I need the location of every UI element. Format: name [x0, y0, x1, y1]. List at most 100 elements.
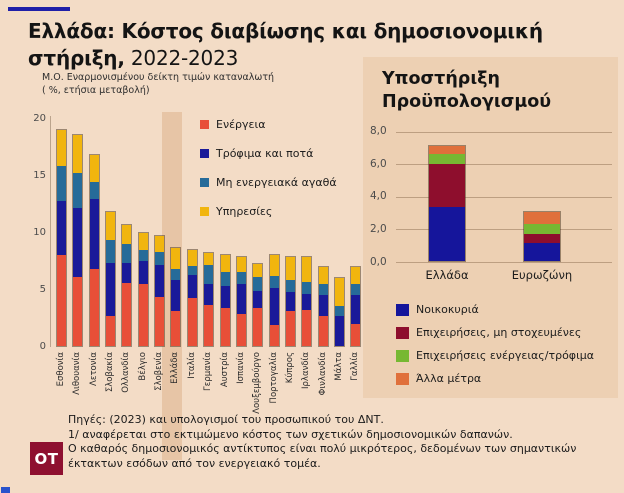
footer-line2: 1/ αναφέρεται στο εκτιμώμενο κόστος των …: [68, 427, 513, 441]
country-label: Ελλάδα: [170, 352, 181, 384]
budget-title-line2: Προϋπολογισμού: [382, 92, 552, 112]
Μη ενεργειακά αγαθά-swatch: [200, 178, 209, 187]
country-label: Ισπανία: [235, 352, 246, 384]
bar-segment: [318, 267, 328, 284]
bar-segment: [171, 247, 181, 269]
bar-segment: [89, 199, 99, 270]
country-label: Γερμανία: [203, 352, 214, 391]
bar-segment: [73, 134, 83, 174]
bar-segment: [220, 285, 230, 309]
country-label: Φινλανδία: [317, 352, 328, 396]
bar-segment: [334, 316, 344, 346]
legend-item: Επιχειρήσεις ενέργειας/τρόφιμα: [396, 349, 594, 362]
bar-segment: [524, 242, 560, 261]
bar-segment: [171, 280, 181, 312]
bar-Ιρλανδία: [301, 255, 313, 347]
country-label: Ιταλία: [186, 352, 197, 379]
bar-segment: [187, 274, 197, 298]
budget-gridline: [396, 196, 612, 198]
bar-segment: [106, 262, 116, 316]
bar-segment: [204, 283, 214, 305]
budget-panel-title: Υποστήριξη Προϋπολογισμού: [382, 68, 602, 114]
bar-segment: [302, 256, 312, 283]
bar-segment: [429, 207, 465, 261]
bar-segment: [187, 297, 197, 346]
bar-segment: [89, 269, 99, 346]
bar-segment: [285, 292, 295, 312]
main-y-tick: 0: [39, 340, 46, 352]
main-chart-y-axis: [50, 116, 51, 347]
bar-Ολλανδία: [121, 223, 133, 347]
bar-Εσθονία: [56, 129, 67, 347]
bar-segment: [302, 310, 312, 346]
bar-segment: [334, 306, 344, 317]
bar-segment: [269, 287, 279, 325]
bar-segment: [429, 146, 465, 154]
bar-segment: [57, 201, 66, 255]
budget-chart-legend: Νοικοκυριά Επιχειρήσεις, μη στοχευμένες Επ…: [396, 303, 594, 395]
title-line1: Ελλάδα: Κόστος διαβίωσης και δημοσιονομι…: [28, 19, 543, 43]
corner-mark: [1, 487, 10, 493]
bar-segment: [236, 283, 246, 314]
budget-category-label: Ελλάδα: [425, 268, 469, 282]
budget-y-tick: 6,0: [370, 157, 387, 170]
bar-segment: [73, 277, 83, 346]
main-y-tick: 15: [33, 169, 46, 181]
Νοικοκυριά-swatch: [396, 303, 409, 316]
budget-gridline: [396, 131, 612, 133]
bar-segment: [171, 268, 181, 281]
budget-bar-Ευρωζώνη: [523, 210, 561, 262]
bar-segment: [171, 311, 181, 346]
Άλλα μέτρα-swatch: [396, 372, 409, 385]
bar-segment: [138, 232, 148, 250]
legend-item: Ενέργεια: [200, 118, 337, 131]
bar-Λιθουανία: [72, 133, 84, 347]
bar-Σλοβακία: [105, 211, 117, 347]
bar-segment: [122, 224, 132, 244]
bar-segment: [236, 272, 246, 284]
country-label: Σλοβενία: [154, 352, 165, 391]
budget-y-tick: 0,0: [370, 255, 387, 268]
bar-segment: [155, 265, 165, 297]
bar-Πορτογαλία: [268, 253, 280, 347]
bar-segment: [106, 212, 116, 241]
bar-segment: [57, 166, 66, 202]
country-label: Λετονία: [88, 352, 99, 386]
country-label: Σλοβακία: [105, 352, 116, 393]
legend-label: Υπηρεσίες: [216, 205, 273, 218]
bar-segment: [187, 265, 197, 275]
bar-segment: [155, 236, 165, 252]
country-label: Γαλλία: [350, 352, 361, 381]
ot-logo-text: OT: [34, 449, 59, 468]
bar-Λετονία: [88, 154, 100, 347]
subtitle-line1: Μ.Ο. Εναρμονισμένου δείκτη τιμών καταναλ…: [42, 72, 275, 83]
bar-segment: [285, 256, 295, 281]
bar-segment: [253, 308, 263, 346]
bar-Βέλγιο: [137, 231, 149, 347]
legend-label: Τρόφιμα και ποτά: [216, 147, 314, 160]
budget-bar-Ελλάδα: [428, 145, 466, 262]
bar-segment: [73, 208, 83, 278]
bar-segment: [89, 182, 99, 200]
Ενέργεια-swatch: [200, 120, 209, 129]
bar-segment: [524, 224, 560, 235]
bar-segment: [269, 324, 279, 346]
bar-segment: [253, 263, 263, 277]
bar-segment: [318, 294, 328, 316]
bar-segment: [253, 291, 263, 309]
country-label: Πορτογαλία: [268, 352, 279, 404]
legend-label: Επιχειρήσεις ενέργειας/τρόφιμα: [416, 349, 595, 362]
legend-label: Μη ενεργειακά αγαθά: [216, 176, 337, 189]
main-y-tick: 5: [39, 283, 46, 295]
budget-y-tick: 4,0: [370, 190, 387, 203]
bar-segment: [73, 173, 83, 209]
footer-line1: Πηγές: (2023) και υπολογισμοί του προσωπ…: [68, 413, 384, 426]
bar-segment: [334, 278, 344, 307]
bar-segment: [318, 283, 328, 295]
bar-segment: [302, 282, 312, 294]
country-label: Ιρλανδία: [301, 352, 312, 389]
legend-item: Τρόφιμα και ποτά: [200, 147, 337, 160]
main-chart-subtitle: Μ.Ο. Εναρμονισμένου δείκτη τιμών καταναλ…: [42, 72, 342, 97]
bar-segment: [351, 294, 361, 324]
legend-item: Υπηρεσίες: [200, 205, 337, 218]
